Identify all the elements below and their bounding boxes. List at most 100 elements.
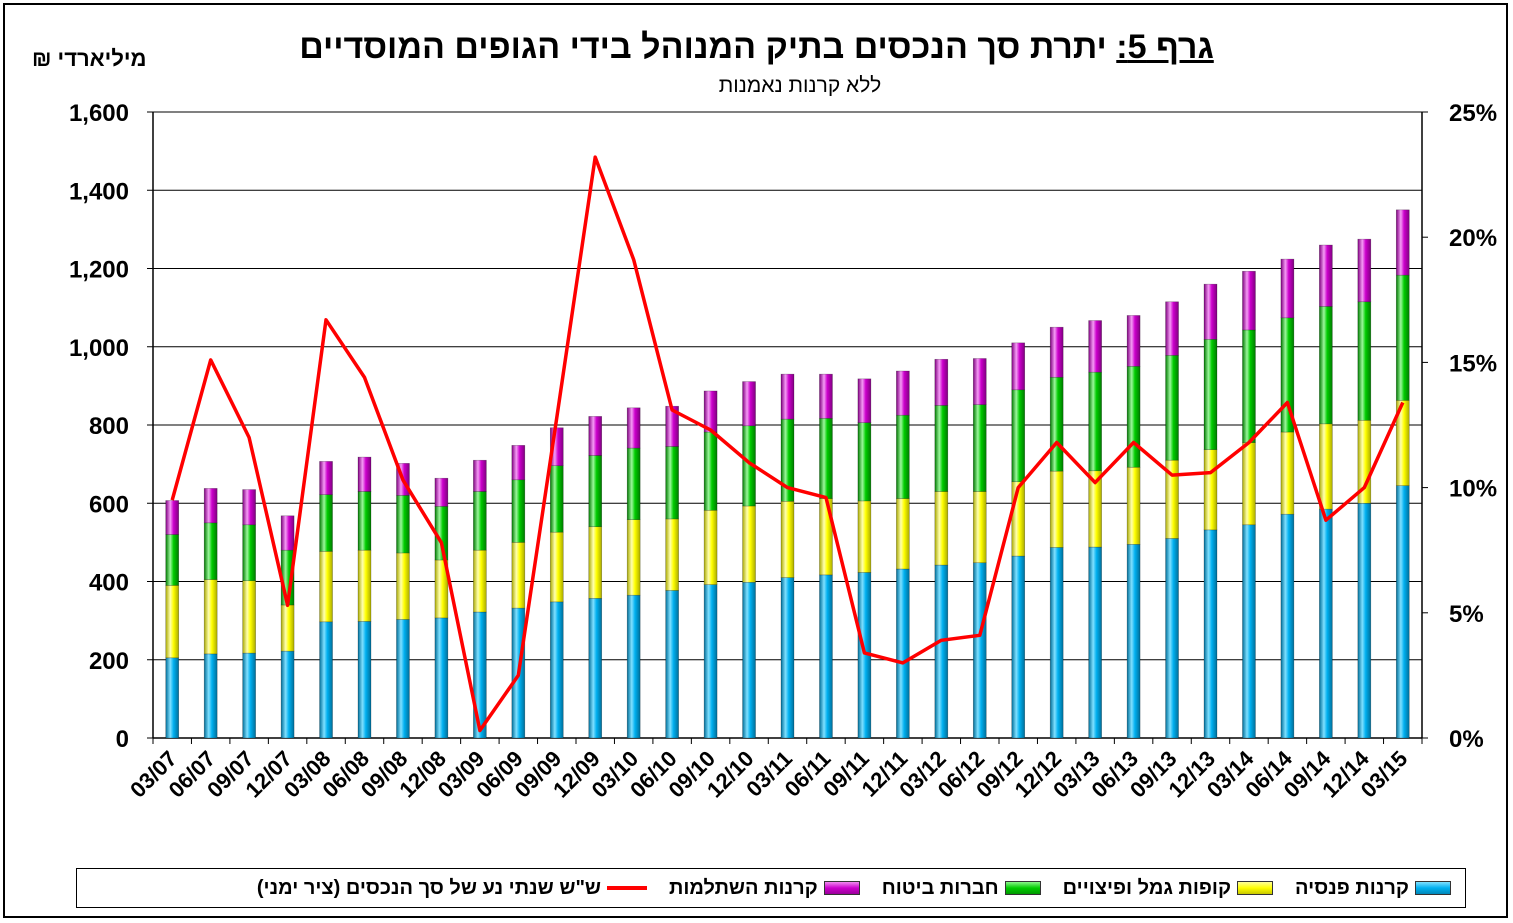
legend-item-provident: קופות גמל ופיצויים — [1062, 876, 1274, 900]
bar-segment — [280, 515, 295, 551]
bar-segment — [1357, 301, 1372, 421]
bar-segment — [1357, 238, 1372, 303]
bar-segment — [319, 461, 333, 495]
bar-segment — [1088, 371, 1102, 472]
y-right-tick-label: 5% — [1449, 601, 1484, 628]
bar-segment — [1165, 301, 1179, 356]
legend-label-provident: קופות גמל ופיצויים — [1062, 876, 1232, 899]
bar-segment — [1049, 547, 1064, 739]
bar-segment — [934, 491, 949, 566]
bar-segment — [1011, 342, 1026, 391]
bar-segment — [473, 459, 487, 492]
bar-segment — [357, 456, 372, 492]
legend-label-pension: קרנות פנסיה — [1295, 876, 1409, 899]
title-main: יתרת סך הנכסים בתיק המנוהל בידי הגופים ה… — [299, 28, 1107, 66]
y-left-tick-label: 800 — [89, 413, 129, 440]
bar-segment — [242, 652, 256, 739]
bar-segment — [242, 580, 256, 654]
bar-segment — [511, 445, 526, 481]
bar-segment — [319, 551, 333, 623]
bar-segment — [1242, 329, 1256, 443]
bar-segment — [319, 494, 333, 552]
bar-segment — [1242, 524, 1256, 739]
bar-segment — [203, 522, 218, 580]
bar-segment — [780, 577, 795, 739]
y-right-tick-label: 15% — [1449, 350, 1497, 377]
bar-segment — [626, 594, 641, 739]
bar-segment — [857, 422, 872, 502]
bar-segment — [626, 407, 641, 449]
y-left-tick-label: 600 — [89, 491, 129, 518]
bar-segment — [972, 358, 987, 405]
bar-segment — [473, 611, 487, 739]
legend-swatch-growth-rate — [607, 886, 648, 890]
legend-swatch-provident — [1237, 881, 1274, 895]
legend-swatch-study-funds — [823, 881, 860, 895]
bar-segment — [280, 650, 295, 739]
bar-segment — [434, 617, 449, 739]
legend-item-pension: קרנות פנסיה — [1295, 877, 1451, 900]
bar-segment — [1203, 283, 1218, 340]
bar-segment — [896, 568, 910, 739]
bar-segment — [857, 378, 872, 423]
bar-segment — [1395, 209, 1410, 276]
bar-segment — [165, 500, 180, 535]
bar-segment — [1011, 555, 1026, 739]
bar-segment — [1319, 306, 1333, 425]
bar-segment — [1395, 485, 1410, 739]
y-right-tick-label: 25% — [1449, 100, 1497, 127]
bar-segment — [1126, 366, 1141, 468]
bar-segment — [1011, 389, 1026, 483]
bar-segment — [703, 431, 718, 511]
bar-segment — [665, 590, 679, 739]
bar-segment — [473, 549, 487, 613]
y-left-tick-label: 400 — [89, 570, 129, 597]
bar-segment — [819, 418, 833, 499]
bar-segment — [1049, 470, 1064, 548]
bar-segment — [703, 509, 718, 585]
legend-label-insurance: חברות ביטוח — [881, 876, 999, 899]
bar-segment — [1242, 270, 1256, 331]
chart-legend: קרנות פנסיה קופות גמל ופיצויים חברות ביט… — [76, 868, 1466, 908]
bar-segment — [396, 619, 410, 739]
y-left-tick-label: 0 — [116, 726, 129, 753]
legend-item-insurance: חברות ביטוח — [882, 877, 1041, 900]
bar-segment — [1280, 431, 1295, 515]
legend-item-study-funds: קרנות השתלמות — [669, 877, 860, 900]
bar-segment — [280, 604, 295, 652]
bar-segment — [1165, 355, 1179, 461]
bar-segment — [1203, 339, 1218, 450]
bar-segment — [396, 495, 410, 554]
bar-segment — [1126, 466, 1141, 545]
bar-segment — [1280, 513, 1295, 739]
bar-segment — [819, 574, 833, 739]
growth-rate-line — [170, 155, 1405, 733]
bar-segment — [1203, 529, 1218, 739]
bar-segment — [1165, 538, 1179, 739]
bar-segment — [357, 549, 372, 622]
chart-frame — [3, 3, 1508, 918]
bar-segment — [165, 534, 180, 586]
bar-segment — [242, 524, 256, 582]
bar-segment — [1203, 449, 1218, 531]
y-left-tick-label: 1,600 — [69, 100, 129, 127]
bar-segment — [203, 488, 218, 524]
bar-segment — [626, 447, 641, 520]
bar-segment — [588, 416, 603, 456]
bar-segment — [242, 489, 256, 526]
bar-segment — [857, 500, 872, 573]
bar-segment — [434, 477, 449, 507]
bar-segment — [626, 519, 641, 596]
bar-segment — [165, 585, 180, 659]
chart-title: גרף 5: יתרת סך הנכסים בתיק המנוהל בידי ה… — [0, 28, 1513, 67]
bar-segment — [896, 414, 910, 499]
legend-label-growth-rate: ש"ש שנתי נע של סך הנכסים (ציר ימני) — [256, 876, 602, 899]
chart-subtitle: ללא קרנות נאמנות — [718, 74, 882, 97]
bar-segment — [1049, 326, 1064, 378]
bar-segment — [1319, 508, 1333, 739]
bar-segment — [203, 653, 218, 739]
bar-segment — [1242, 442, 1256, 526]
left-axis-unit-label: מיליארדי ₪ — [32, 46, 147, 71]
bar-segment — [511, 479, 526, 543]
